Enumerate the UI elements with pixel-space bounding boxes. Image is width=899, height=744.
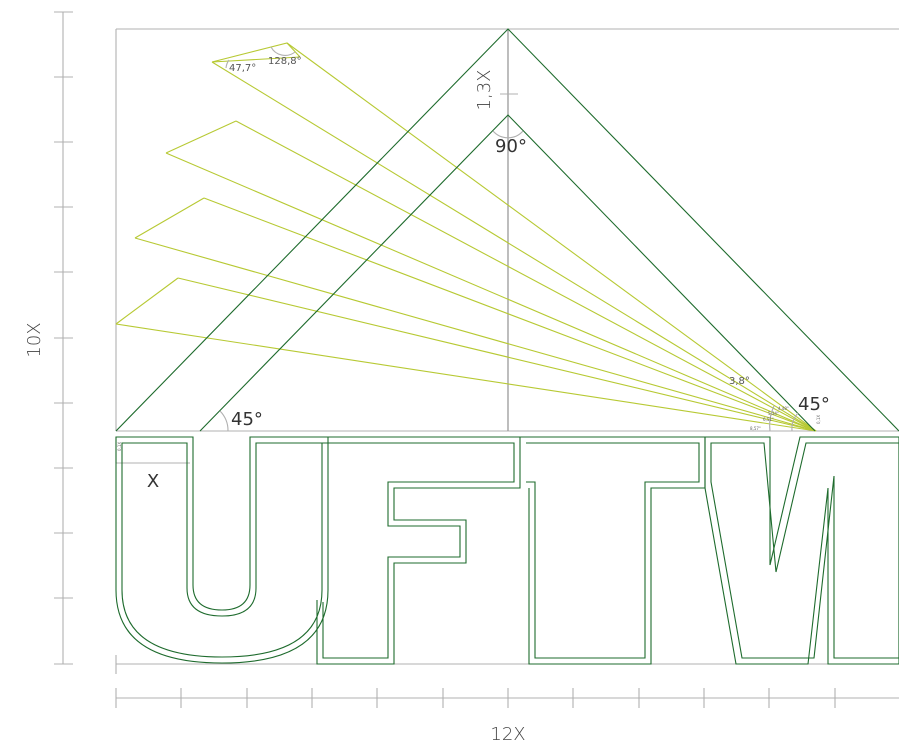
corner-mark: 0,1X (816, 415, 821, 424)
parallelogram-angle-a-label: 47,7° (229, 63, 256, 74)
ray-micro-label: 8,57° (750, 426, 761, 431)
unit-x-label: X (147, 471, 159, 492)
ray-micro-label: 6,51° (763, 417, 774, 422)
right-angle-label: 45° (798, 394, 830, 415)
wordmark-uftm (115, 436, 899, 665)
ray-micro-label: 5,34° (768, 411, 779, 416)
left-angle-label: 45° (231, 409, 263, 430)
roof-gap-label: 1,3X (474, 70, 495, 111)
small-side-mark: 0,1X (117, 442, 122, 451)
angle-arcs (219, 46, 799, 432)
apex-angle-label: 90° (495, 136, 527, 157)
roof-chevron (115, 28, 899, 432)
leaf-parallelograms (115, 42, 301, 325)
vertical-ruler (54, 11, 73, 665)
ray-angle-label: 3,8° (729, 376, 750, 387)
height-label: 10X (24, 322, 45, 357)
ray-micro-label: 4,48° (778, 406, 789, 411)
width-label: 12X (490, 724, 525, 744)
parallelogram-angle-b-label: 128,8° (268, 56, 302, 67)
